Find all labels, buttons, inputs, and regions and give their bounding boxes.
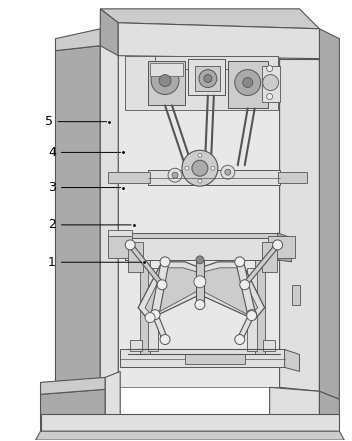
Polygon shape bbox=[278, 233, 291, 262]
Circle shape bbox=[168, 168, 182, 182]
Circle shape bbox=[225, 169, 231, 175]
Polygon shape bbox=[56, 29, 100, 51]
Polygon shape bbox=[145, 268, 258, 316]
Circle shape bbox=[235, 257, 245, 267]
Polygon shape bbox=[279, 29, 319, 59]
Polygon shape bbox=[100, 9, 118, 56]
Polygon shape bbox=[40, 377, 105, 394]
Circle shape bbox=[272, 240, 283, 250]
Polygon shape bbox=[108, 230, 132, 236]
Polygon shape bbox=[151, 262, 169, 314]
Circle shape bbox=[150, 310, 160, 320]
Polygon shape bbox=[108, 172, 150, 183]
Polygon shape bbox=[125, 238, 278, 260]
Polygon shape bbox=[247, 268, 257, 351]
Polygon shape bbox=[228, 60, 268, 108]
Circle shape bbox=[247, 310, 257, 320]
Polygon shape bbox=[118, 39, 279, 387]
Polygon shape bbox=[118, 23, 319, 59]
Polygon shape bbox=[278, 172, 308, 183]
Polygon shape bbox=[148, 170, 279, 185]
Polygon shape bbox=[138, 262, 265, 320]
Polygon shape bbox=[279, 59, 319, 391]
Polygon shape bbox=[36, 431, 344, 440]
Polygon shape bbox=[40, 389, 105, 431]
Circle shape bbox=[172, 172, 178, 178]
Bar bbox=[263, 340, 275, 351]
Polygon shape bbox=[319, 391, 339, 431]
Bar bbox=[291, 285, 300, 305]
Circle shape bbox=[157, 280, 167, 290]
Circle shape bbox=[263, 75, 278, 90]
Text: 4: 4 bbox=[48, 146, 121, 159]
Circle shape bbox=[199, 70, 217, 87]
Text: 1: 1 bbox=[48, 256, 142, 269]
Circle shape bbox=[198, 153, 202, 157]
Polygon shape bbox=[56, 46, 100, 399]
Bar bbox=[130, 340, 142, 351]
Text: 5: 5 bbox=[44, 115, 107, 128]
Circle shape bbox=[196, 256, 204, 264]
Polygon shape bbox=[150, 63, 183, 75]
Circle shape bbox=[185, 166, 189, 170]
Polygon shape bbox=[268, 236, 295, 258]
Polygon shape bbox=[127, 245, 165, 285]
Bar bbox=[185, 355, 245, 364]
Polygon shape bbox=[120, 349, 284, 367]
Circle shape bbox=[160, 257, 170, 267]
Polygon shape bbox=[319, 29, 339, 399]
Circle shape bbox=[125, 240, 135, 250]
Polygon shape bbox=[236, 262, 256, 314]
Circle shape bbox=[267, 93, 272, 100]
Polygon shape bbox=[242, 245, 281, 285]
Circle shape bbox=[195, 300, 205, 310]
Polygon shape bbox=[195, 66, 220, 90]
Circle shape bbox=[221, 165, 235, 179]
Polygon shape bbox=[270, 387, 319, 427]
Bar bbox=[128, 242, 143, 272]
Circle shape bbox=[211, 166, 215, 170]
Circle shape bbox=[243, 78, 253, 87]
Polygon shape bbox=[108, 236, 132, 258]
Circle shape bbox=[160, 335, 170, 344]
Polygon shape bbox=[125, 56, 278, 110]
Polygon shape bbox=[255, 240, 265, 355]
Polygon shape bbox=[125, 233, 278, 238]
Polygon shape bbox=[188, 59, 225, 96]
Polygon shape bbox=[237, 314, 255, 340]
Text: 2: 2 bbox=[48, 218, 131, 232]
Polygon shape bbox=[140, 240, 150, 355]
Polygon shape bbox=[105, 371, 120, 431]
Text: 3: 3 bbox=[48, 181, 121, 194]
Circle shape bbox=[194, 276, 206, 288]
Polygon shape bbox=[155, 56, 278, 69]
Circle shape bbox=[192, 160, 208, 176]
Polygon shape bbox=[262, 66, 279, 102]
Circle shape bbox=[145, 313, 155, 323]
Circle shape bbox=[198, 179, 202, 183]
Polygon shape bbox=[100, 9, 319, 29]
Polygon shape bbox=[152, 314, 168, 340]
Circle shape bbox=[151, 67, 179, 94]
Circle shape bbox=[247, 310, 257, 321]
Circle shape bbox=[235, 70, 261, 96]
Circle shape bbox=[159, 75, 171, 86]
Circle shape bbox=[235, 335, 245, 344]
Polygon shape bbox=[148, 268, 158, 351]
Polygon shape bbox=[284, 349, 300, 371]
Circle shape bbox=[182, 150, 218, 186]
Circle shape bbox=[204, 75, 212, 82]
Polygon shape bbox=[100, 39, 118, 394]
Polygon shape bbox=[196, 260, 204, 305]
Bar bbox=[262, 242, 277, 272]
Circle shape bbox=[267, 66, 272, 71]
Polygon shape bbox=[40, 414, 339, 431]
Polygon shape bbox=[148, 60, 185, 105]
Circle shape bbox=[240, 280, 250, 290]
